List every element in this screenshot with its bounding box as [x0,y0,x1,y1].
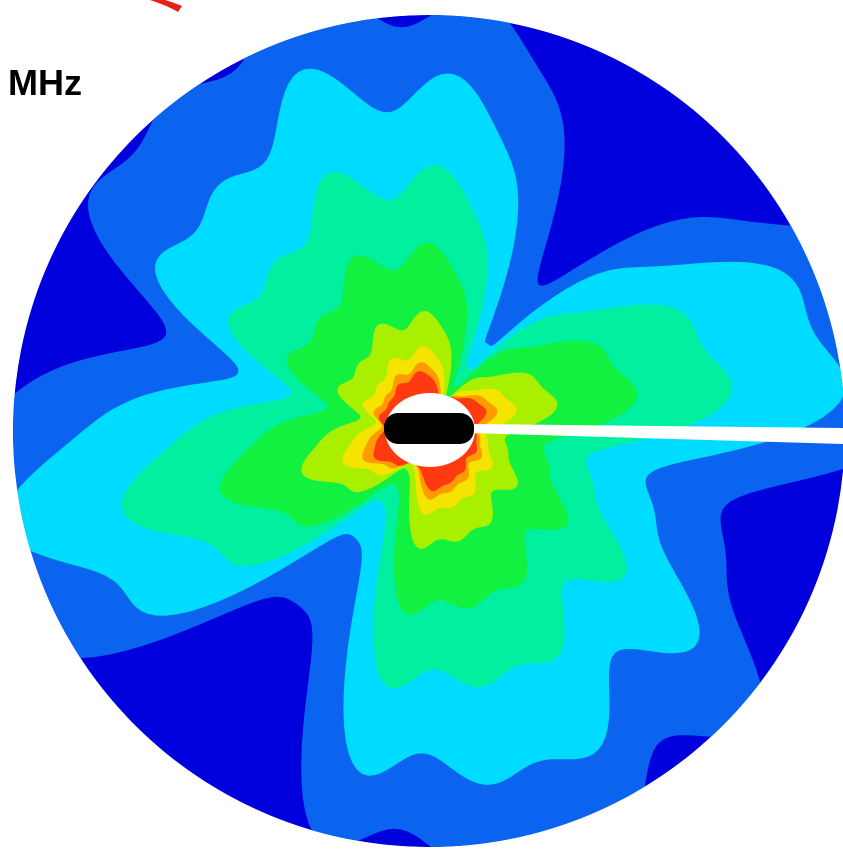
red-mark [150,0,182,12]
label: MHz [8,62,82,103]
object [384,413,474,444]
page: {"label": "MHz"} MHz (() => { const data… [0,0,843,849]
field-plot: MHz [0,0,843,849]
